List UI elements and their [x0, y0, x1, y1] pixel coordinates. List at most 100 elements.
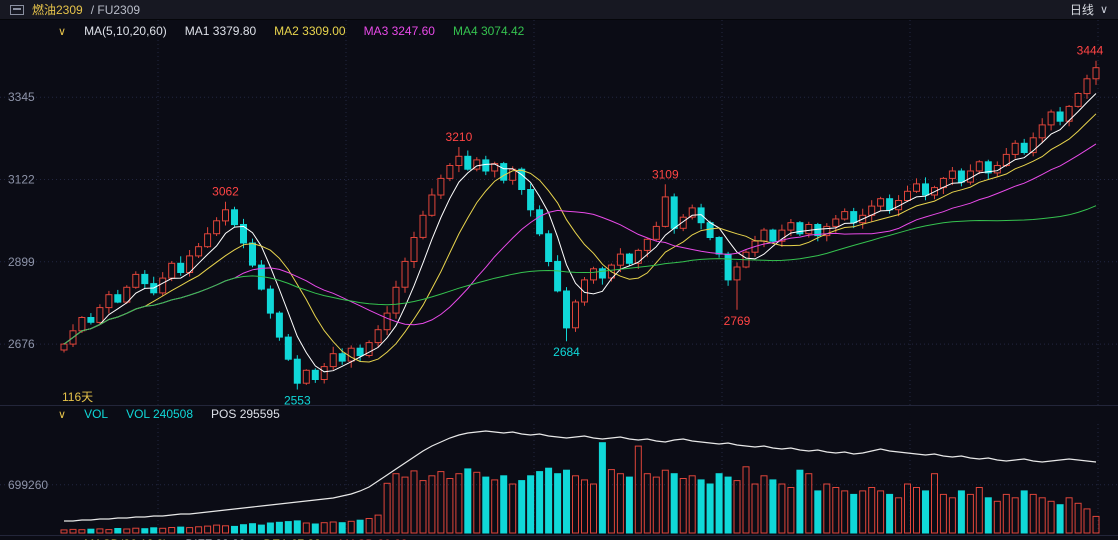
candle-body	[652, 225, 660, 240]
candle-body	[482, 159, 490, 172]
symbol-name: 燃油2309	[32, 3, 83, 17]
candle-body	[625, 253, 633, 264]
candle-body	[563, 290, 570, 329]
ma2-value: MA2 3309.00	[274, 24, 346, 38]
volume-bar	[159, 527, 167, 534]
volume-bar	[832, 487, 840, 534]
volume-bar	[742, 466, 750, 534]
volume-bar	[168, 527, 176, 534]
price-annotation: 2684	[553, 345, 580, 359]
volume-bar	[877, 490, 885, 534]
ma3-value: MA3 3247.60	[363, 24, 435, 38]
candle-body	[787, 222, 795, 231]
ma-line-60	[63, 205, 1097, 345]
volume-chart[interactable]: 699260	[0, 424, 1118, 535]
candle-body	[634, 249, 642, 264]
volume-bar	[275, 521, 283, 534]
ma-line-5	[63, 93, 1097, 373]
chevron-down-icon: ∨	[1099, 4, 1108, 16]
volume-bar	[437, 471, 445, 534]
volume-bar	[365, 518, 373, 534]
candle-body	[527, 189, 535, 211]
candle-body	[1092, 67, 1100, 80]
candle-body	[1083, 78, 1091, 95]
candle-body	[975, 161, 983, 172]
volume-bar	[105, 529, 113, 534]
volume-bar	[419, 480, 427, 534]
candle-body	[159, 277, 167, 294]
volume-bar	[1029, 493, 1037, 534]
candle-body	[96, 307, 104, 323]
volume-bar	[895, 497, 903, 534]
volume-bar	[186, 527, 194, 534]
volume-bar	[374, 514, 382, 534]
candle-body	[446, 165, 454, 179]
title-bar: 燃油2309 / FU2309 日线 ∨	[0, 0, 1118, 20]
candle-body	[724, 253, 732, 281]
candle-body	[895, 200, 903, 211]
volume-bar	[231, 525, 238, 534]
period-selector[interactable]: 日线 ∨	[1070, 1, 1108, 18]
volume-bar	[581, 479, 588, 534]
candle-body	[545, 233, 553, 263]
volume-bar	[922, 490, 929, 534]
candle-body	[1020, 142, 1028, 154]
volume-bar	[616, 473, 624, 534]
candle-body	[356, 347, 364, 357]
volume-bar	[841, 490, 849, 534]
candle-body	[796, 222, 804, 235]
volume-bar	[428, 475, 436, 534]
candle-body	[204, 233, 212, 248]
candle-body	[347, 347, 355, 362]
candle-body	[778, 229, 786, 242]
volume-bar	[60, 529, 68, 534]
candle-body	[832, 218, 840, 227]
volume-bar	[123, 528, 131, 534]
candle-body	[329, 353, 337, 368]
volume-bar	[805, 473, 813, 534]
collapse-chevron-icon[interactable]: ∨	[58, 538, 66, 540]
volume-bar	[383, 482, 391, 534]
volume-bar	[329, 521, 337, 534]
volume-bar	[1002, 493, 1010, 534]
price-annotation: 3210	[446, 130, 473, 144]
pane-divider	[0, 405, 1118, 406]
volume-bar	[114, 528, 122, 534]
volume-bar	[778, 483, 786, 534]
candle-body	[679, 216, 687, 229]
volume-bar	[751, 483, 759, 534]
y-axis-label: 3122	[8, 173, 35, 187]
candle-body	[670, 196, 678, 229]
ma1-value: MA1 3379.80	[184, 24, 257, 38]
main-candlestick-chart[interactable]: 3345 3122 2899 2676 3062 2553 3210 2684 3109 2769…	[0, 20, 1118, 405]
volume-bar	[320, 522, 328, 534]
candle-body	[948, 170, 956, 179]
volume-bar	[266, 522, 274, 534]
window-icon[interactable]	[10, 4, 24, 15]
volume-bar	[509, 483, 517, 534]
volume-bar	[473, 471, 481, 534]
candle-body	[877, 198, 885, 207]
volume-bar	[132, 527, 140, 534]
candle-body	[805, 224, 813, 235]
candle-body	[957, 170, 965, 183]
volume-bar	[670, 473, 678, 534]
volume-value: VOL 240508	[126, 407, 194, 421]
candle-body	[841, 211, 849, 220]
collapse-chevron-icon[interactable]: ∨	[58, 25, 67, 38]
price-annotation: 2769	[724, 314, 751, 328]
candle-body	[823, 225, 831, 237]
collapse-chevron-icon[interactable]: ∨	[58, 408, 67, 421]
volume-bar	[455, 473, 463, 534]
macd-value: MACD 30.83	[339, 537, 408, 540]
candle-body	[598, 268, 606, 279]
pane-divider	[0, 535, 1118, 536]
candle-body	[715, 237, 723, 255]
candle-body	[616, 253, 624, 266]
candle-body	[1038, 124, 1046, 139]
volume-bar	[652, 476, 660, 534]
candle-body	[554, 260, 562, 292]
volume-bar	[347, 520, 355, 534]
ma-indicator-header: ∨ MA(5,10,20,60) MA1 3379.80 MA2 3309.00…	[58, 24, 524, 38]
